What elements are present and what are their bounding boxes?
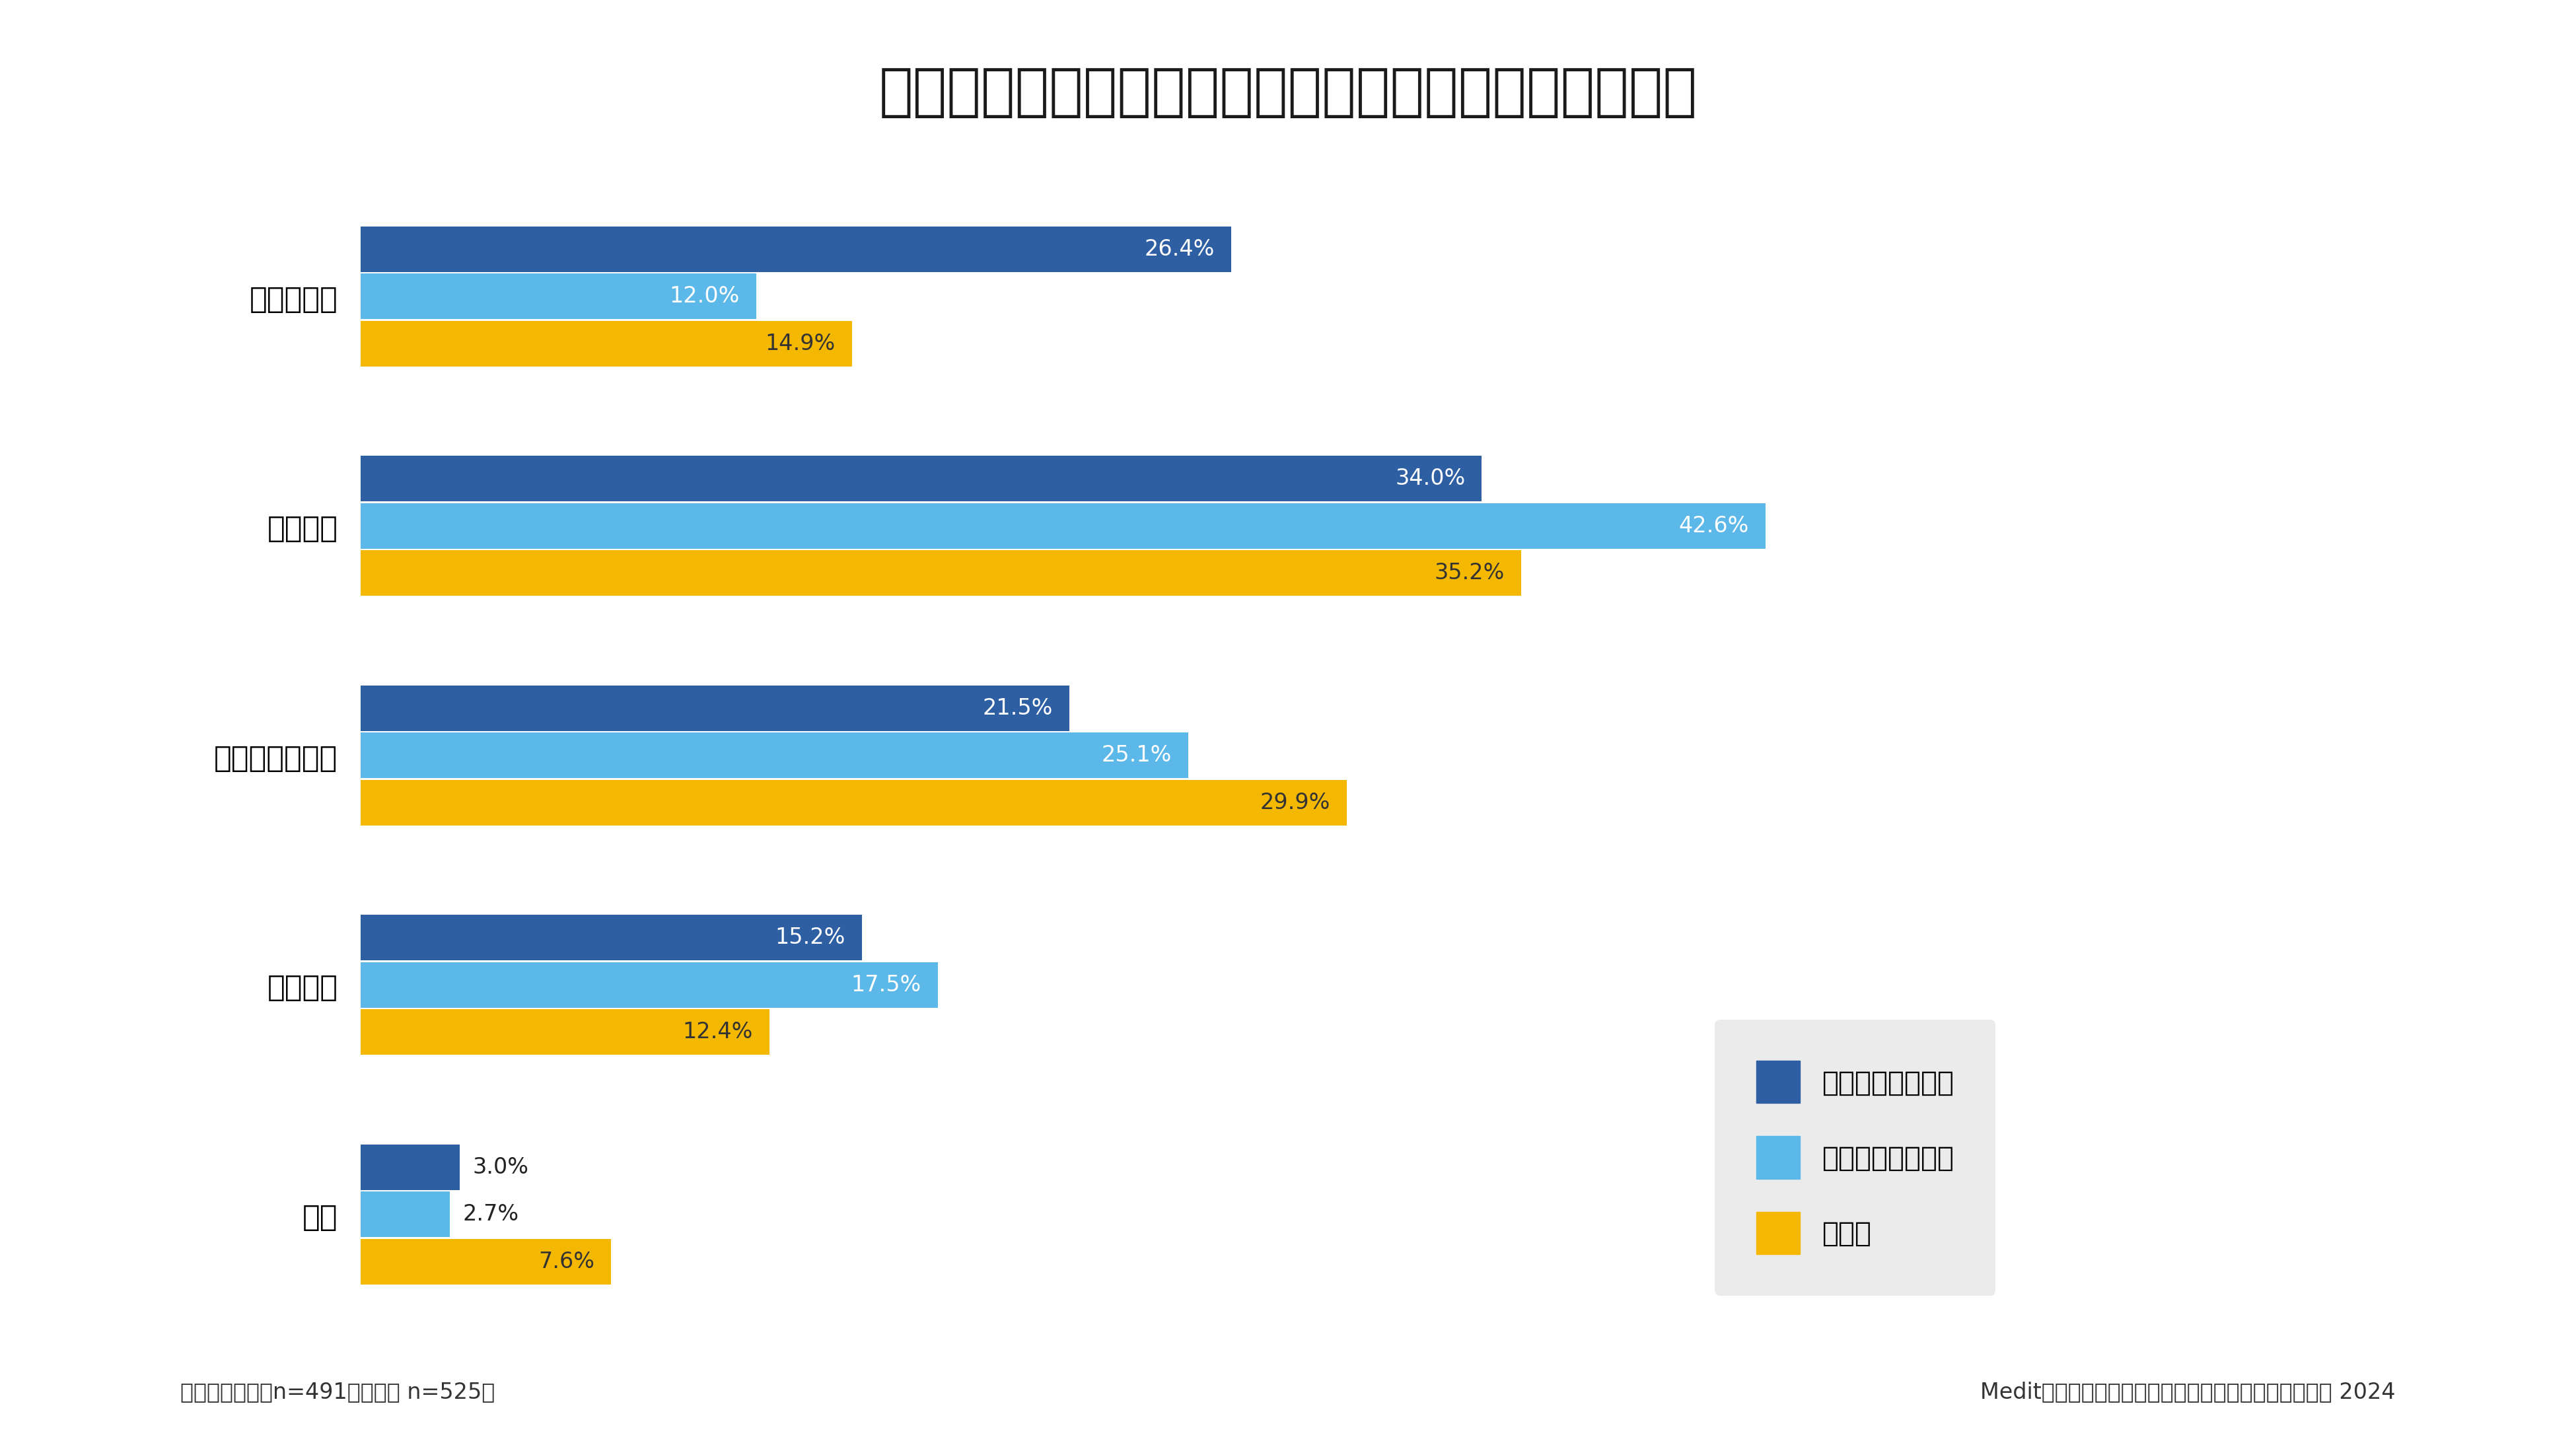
Bar — [361, 1145, 459, 1190]
Text: 42.6%: 42.6% — [1680, 514, 1749, 536]
Text: （フリーランスn=491・会社員 n=525）: （フリーランスn=491・会社員 n=525） — [180, 1381, 495, 1403]
Bar — [361, 503, 1765, 549]
Bar — [361, 1239, 611, 1284]
Text: 21.5%: 21.5% — [984, 697, 1054, 719]
Text: 2.7%: 2.7% — [464, 1203, 520, 1226]
Bar — [361, 551, 1522, 596]
Bar — [361, 962, 938, 1007]
Bar — [361, 274, 757, 319]
Bar — [361, 780, 1347, 826]
Text: 7.6%: 7.6% — [538, 1250, 595, 1272]
Text: Medit・ワンストップビジネスセンターによる共同調査 2024: Medit・ワンストップビジネスセンターによる共同調査 2024 — [1981, 1381, 2396, 1403]
Bar — [361, 733, 1188, 778]
Text: 12.0%: 12.0% — [670, 285, 739, 307]
Bar — [361, 226, 1231, 272]
Text: 29.9%: 29.9% — [1260, 791, 1329, 813]
Bar — [361, 1009, 770, 1055]
Bar — [361, 456, 1481, 501]
Legend: 専業フリーランス, 冈業フリーランス, 会社員: 専業フリーランス, 冈業フリーランス, 会社員 — [1716, 1020, 1996, 1295]
Bar — [361, 685, 1069, 730]
Text: 34.0%: 34.0% — [1396, 468, 1466, 490]
Text: 25.1%: 25.1% — [1103, 745, 1172, 767]
Text: 17.5%: 17.5% — [850, 974, 922, 995]
Bar — [361, 320, 853, 367]
Text: 12.4%: 12.4% — [683, 1022, 752, 1043]
Bar — [361, 914, 863, 961]
Text: 26.4%: 26.4% — [1144, 238, 1216, 259]
Text: 今の働くペースへの満足度（労働時間・休みの頻度）: 今の働くペースへの満足度（労働時間・休みの頻度） — [878, 65, 1698, 120]
Text: 15.2%: 15.2% — [775, 927, 845, 949]
Text: 14.9%: 14.9% — [765, 333, 835, 355]
Text: 3.0%: 3.0% — [474, 1156, 528, 1178]
Text: 35.2%: 35.2% — [1435, 562, 1504, 584]
Bar — [361, 1191, 451, 1237]
